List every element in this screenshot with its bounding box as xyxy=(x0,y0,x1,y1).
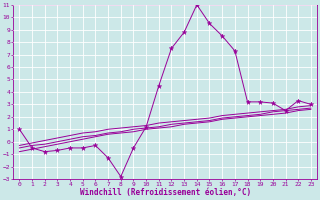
X-axis label: Windchill (Refroidissement éolien,°C): Windchill (Refroidissement éolien,°C) xyxy=(80,188,251,197)
